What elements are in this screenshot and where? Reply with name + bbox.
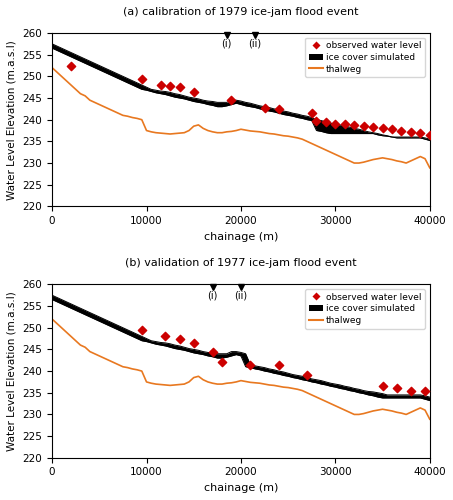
Point (393, 384, 400, 392)
Point (190, 339, 198, 347)
Point (176, 334, 183, 342)
Legend: observed water level, ice cover simulated, thalweg: observed water level, ice cover simulate… (305, 289, 425, 329)
Point (176, 83, 183, 91)
Title: (a) calibration of 1979 ice-jam flood event: (a) calibration of 1979 ice-jam flood ev… (123, 7, 359, 17)
Point (209, 348, 216, 356)
Point (190, 88, 198, 96)
Legend: observed water level, ice cover simulated, thalweg: observed water level, ice cover simulate… (305, 38, 425, 77)
Point (138, 326, 145, 334)
Point (360, 122, 367, 130)
Point (313, 116, 320, 124)
Point (228, 96, 235, 104)
Point (388, 125, 395, 133)
Point (379, 382, 386, 390)
Point (332, 120, 339, 128)
Text: (i): (i) (222, 38, 232, 48)
Point (308, 109, 315, 117)
Point (157, 81, 164, 89)
Point (275, 105, 282, 113)
Point (426, 131, 434, 139)
Y-axis label: Water Level Elevation (m.a.s.l): Water Level Elevation (m.a.s.l) (7, 291, 17, 451)
Point (261, 104, 268, 112)
Point (379, 124, 386, 132)
X-axis label: chainage (m): chainage (m) (204, 483, 278, 493)
Point (247, 360, 254, 368)
Point (67, 62, 75, 70)
Point (407, 128, 414, 136)
Text: (i): (i) (207, 290, 218, 300)
X-axis label: chainage (m): chainage (m) (204, 232, 278, 241)
Point (304, 372, 311, 380)
Point (162, 332, 169, 340)
Point (407, 386, 414, 394)
Point (218, 358, 226, 366)
Point (417, 128, 424, 136)
Y-axis label: Water Level Elevation (m.a.s.l): Water Level Elevation (m.a.s.l) (7, 40, 17, 200)
Point (322, 118, 329, 126)
Title: (b) validation of 1977 ice-jam flood event: (b) validation of 1977 ice-jam flood eve… (125, 258, 357, 268)
Point (351, 121, 358, 129)
Point (421, 386, 429, 394)
Point (138, 74, 145, 82)
Point (370, 124, 377, 132)
Point (167, 82, 174, 90)
Point (275, 360, 282, 368)
Point (341, 120, 348, 128)
Text: (ii): (ii) (249, 38, 262, 48)
Text: (ii): (ii) (234, 290, 247, 300)
Point (398, 126, 405, 134)
